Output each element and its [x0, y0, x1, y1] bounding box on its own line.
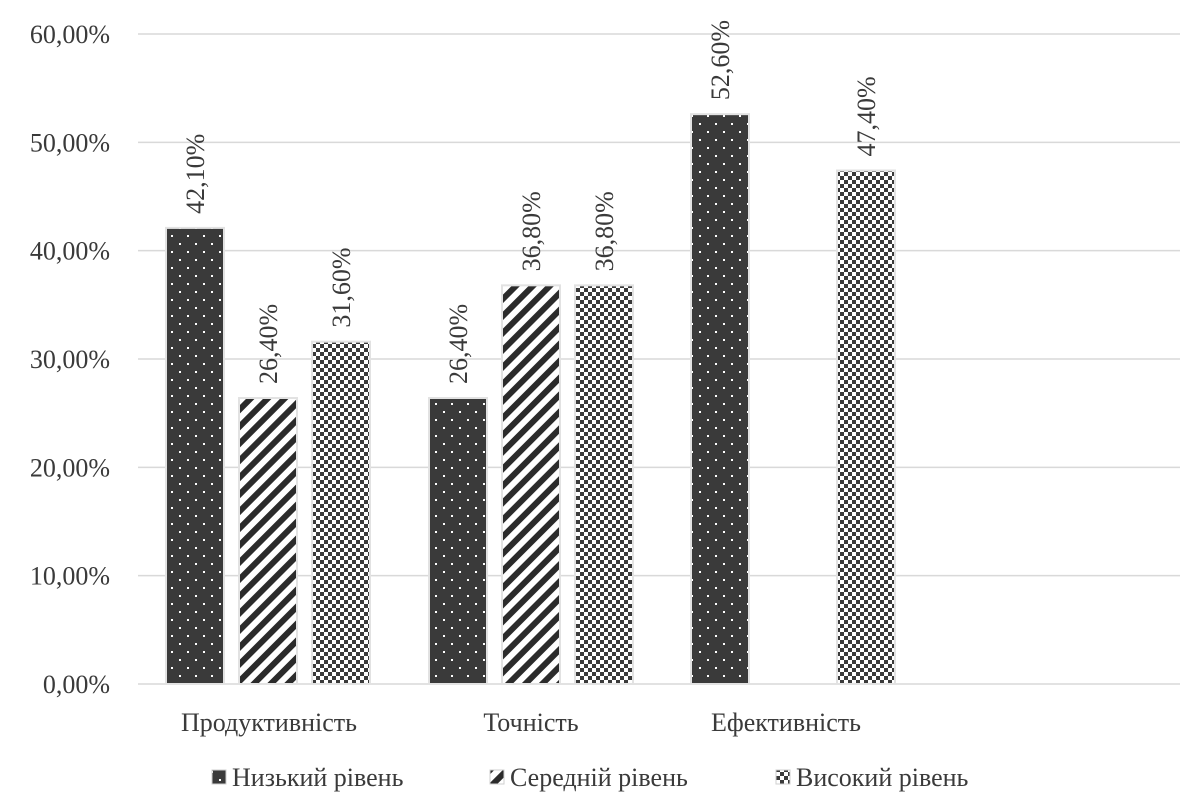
legend-swatch — [489, 769, 505, 785]
data-label: 26,40% — [254, 304, 283, 384]
legend-item: Низький рівень — [211, 763, 404, 792]
data-label: 36,80% — [517, 191, 546, 271]
data-label: 36,80% — [590, 191, 619, 271]
legend-label: Високий рівень — [796, 763, 969, 792]
data-label: 31,60% — [327, 247, 356, 327]
bar-1-1 — [165, 226, 225, 686]
y-tick-label: 30,00% — [30, 345, 110, 374]
x-tick-label: Точність — [483, 708, 578, 737]
y-tick-label: 40,00% — [30, 237, 110, 266]
legend: Низький рівень Середній рівень Високий рів… — [211, 763, 969, 792]
legend-swatch — [775, 769, 791, 785]
bars — [165, 113, 896, 686]
y-tick-label: 0,00% — [43, 670, 110, 699]
y-axis: 0,00% 10,00% 20,00% 30,00% 40,00% 50,00% 60,00… — [30, 20, 110, 699]
legend-label: Низький рівень — [232, 763, 404, 792]
bar-1-2 — [428, 397, 488, 685]
bar-3-3 — [836, 169, 896, 685]
data-labels: 42,10% 26,40% 52,60% 26,40% 36,80% 31,60% 36,8… — [181, 20, 881, 384]
y-tick-label: 50,00% — [30, 128, 110, 157]
y-tick-label: 20,00% — [30, 453, 110, 482]
data-label: 47,40% — [852, 76, 881, 156]
legend-item: Середній рівень — [489, 763, 688, 792]
x-axis: Продуктивність Точність Ефективність — [181, 708, 861, 737]
x-tick-label: Продуктивність — [181, 708, 357, 737]
legend-item: Високий рівень — [775, 763, 969, 792]
bar-2-1 — [238, 397, 298, 685]
y-tick-label: 10,00% — [30, 562, 110, 591]
data-label: 42,10% — [181, 134, 210, 214]
bar-3-1 — [311, 340, 371, 685]
x-tick-label: Ефективність — [711, 708, 861, 737]
bar-2-2 — [501, 284, 561, 685]
legend-swatch — [211, 769, 227, 785]
y-tick-label: 60,00% — [30, 20, 110, 49]
bar-1-3 — [690, 113, 750, 685]
data-label: 52,60% — [706, 20, 735, 100]
bar-3-2 — [574, 284, 634, 685]
data-label: 26,40% — [444, 304, 473, 384]
legend-label: Середній рівень — [510, 763, 688, 792]
